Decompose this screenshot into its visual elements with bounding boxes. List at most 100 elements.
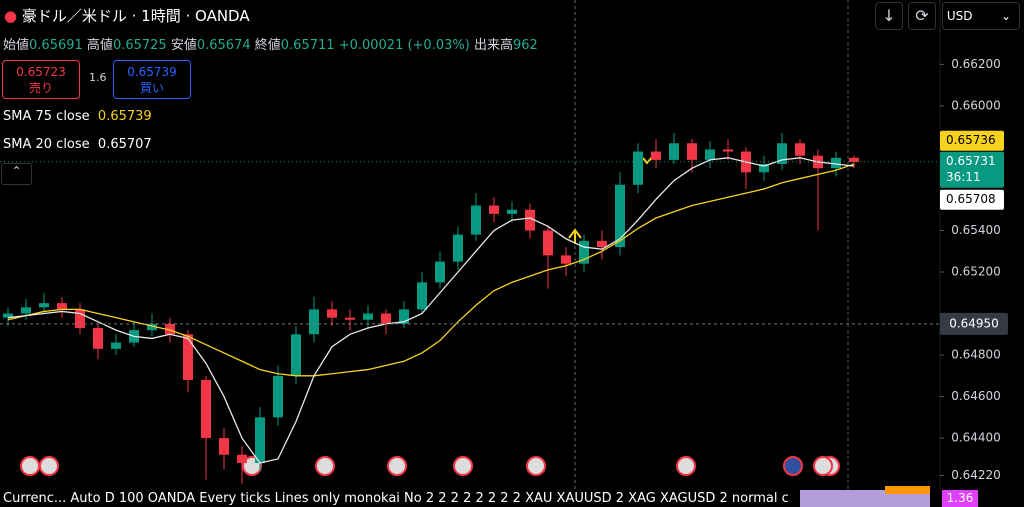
candle-body: [453, 234, 463, 262]
sma-line: [7, 163, 855, 377]
y-tick-label: 0.66200: [951, 57, 1001, 71]
candle-body: [687, 143, 697, 160]
ohlc-field: 終値: [254, 38, 281, 53]
ohlc-row: 始値0.65691 高値0.65725 安値0.65674 終値0.65711 …: [3, 34, 538, 53]
price-label: 0.65736: [946, 133, 996, 147]
y-tick-label: 0.64220: [951, 468, 1001, 482]
candle-body: [21, 307, 31, 314]
candle-body: [561, 255, 571, 264]
candle-body: [669, 143, 679, 160]
collapse-button[interactable]: ⌃: [1, 163, 32, 185]
candle-body: [723, 149, 733, 152]
candle-body: [57, 303, 67, 310]
sell-price: 0.65723: [16, 65, 66, 79]
candle-body: [651, 151, 661, 160]
candle-body: [435, 261, 445, 283]
symbol: 豪ドル／米ドル · 1時間 · OANDA: [21, 7, 250, 25]
price-label-bg: [940, 151, 1004, 188]
indicator-legend: SMA 75 close 0.65739: [3, 109, 152, 124]
ohlc-field: 0.65711: [280, 38, 335, 53]
candle-body: [831, 157, 841, 169]
ohlc-field: 962: [512, 38, 538, 53]
ohlc-field: 高値: [86, 38, 113, 53]
ohlc-field: +0.00021 (+0.03%): [338, 38, 470, 53]
candle-body: [417, 282, 427, 310]
candle-body: [795, 143, 805, 156]
candle-body: [489, 205, 499, 214]
scroll-button[interactable]: ↓: [875, 2, 903, 30]
buy-label: 買い: [139, 81, 164, 95]
legend-name: SMA 75 close: [3, 109, 90, 124]
price-label-bg: [940, 130, 1004, 151]
indicator-bar: [800, 490, 930, 507]
y-tick-label: 0.65400: [951, 223, 1001, 237]
bottom-bar-value: 1.36: [942, 490, 978, 507]
candle-body: [183, 334, 193, 380]
buy-price: 0.65739: [127, 65, 177, 79]
candle-body: [849, 157, 859, 162]
candle-body: [363, 313, 373, 320]
crosshair-label-bg: [940, 312, 1008, 335]
candle-body: [147, 323, 157, 331]
indicator-bar: [885, 486, 930, 494]
legend-value: 0.65707: [97, 137, 152, 152]
candle-body: [507, 209, 517, 214]
candle-body: [75, 309, 85, 329]
candle-body: [291, 334, 301, 376]
candle-body: [255, 417, 265, 464]
candle-body: [471, 205, 481, 235]
candle-body: [759, 164, 769, 173]
candle-body: [597, 240, 607, 248]
currency-select[interactable]: USD ⌄: [942, 2, 1020, 30]
symbol-title: ● 豪ドル／米ドル · 1時間 · OANDA: [4, 7, 250, 25]
sell-label: 売り: [28, 81, 53, 95]
price-label: 0.65708: [946, 192, 996, 206]
y-tick-label: 0.64600: [951, 389, 1001, 403]
candle-body: [237, 454, 247, 464]
countdown: 36:11: [946, 170, 981, 184]
price-label: 0.65731: [946, 154, 996, 168]
ohlc-field: 0.65674: [196, 38, 251, 53]
ohlc-field: 始値: [3, 38, 30, 53]
indicator-legend: SMA 20 close 0.65707: [3, 137, 152, 152]
candle-body: [579, 240, 589, 264]
legend-name: SMA 20 close: [3, 137, 90, 152]
sma-line: [7, 157, 855, 464]
candle-body: [327, 309, 337, 318]
candle-body: [705, 149, 715, 160]
buy-button[interactable]: 0.65739 買い: [113, 60, 191, 99]
currency: USD: [946, 9, 973, 23]
y-tick-label: 0.66000: [951, 98, 1001, 112]
candle-body: [201, 379, 211, 439]
candle-body: [273, 375, 283, 418]
event-flags: [20, 456, 840, 476]
candle-body: [615, 184, 625, 248]
sell-button[interactable]: 0.65723 売り: [2, 60, 80, 99]
y-tick-label: 0.65200: [951, 264, 1001, 278]
candle-body: [777, 143, 787, 165]
candle-body: [165, 323, 175, 335]
crosshair-label: 0.64950: [949, 316, 999, 330]
candle-body: [345, 317, 355, 320]
candle-body: [381, 313, 391, 324]
y-tick-label: 0.64800: [951, 348, 1001, 362]
candle-body: [219, 438, 229, 455]
candle-body: [309, 309, 319, 335]
y-tick-label: 0.64400: [951, 431, 1001, 445]
candle-body: [3, 313, 13, 318]
ohlc-field: 安値: [170, 38, 197, 53]
candle-body: [633, 151, 643, 185]
ohlc-field: 出来高: [473, 38, 513, 53]
spread: 1.6: [89, 71, 107, 84]
ohlc-field: 0.65725: [112, 38, 167, 53]
buy-marker: [568, 228, 582, 244]
price-label-bg: [940, 189, 1004, 210]
candle-body: [111, 342, 121, 349]
reset-button[interactable]: ⟳: [908, 2, 936, 30]
candle-body: [399, 309, 409, 324]
legend-value: 0.65739: [97, 109, 152, 124]
candle-body: [525, 209, 535, 231]
candle-body: [93, 328, 103, 349]
